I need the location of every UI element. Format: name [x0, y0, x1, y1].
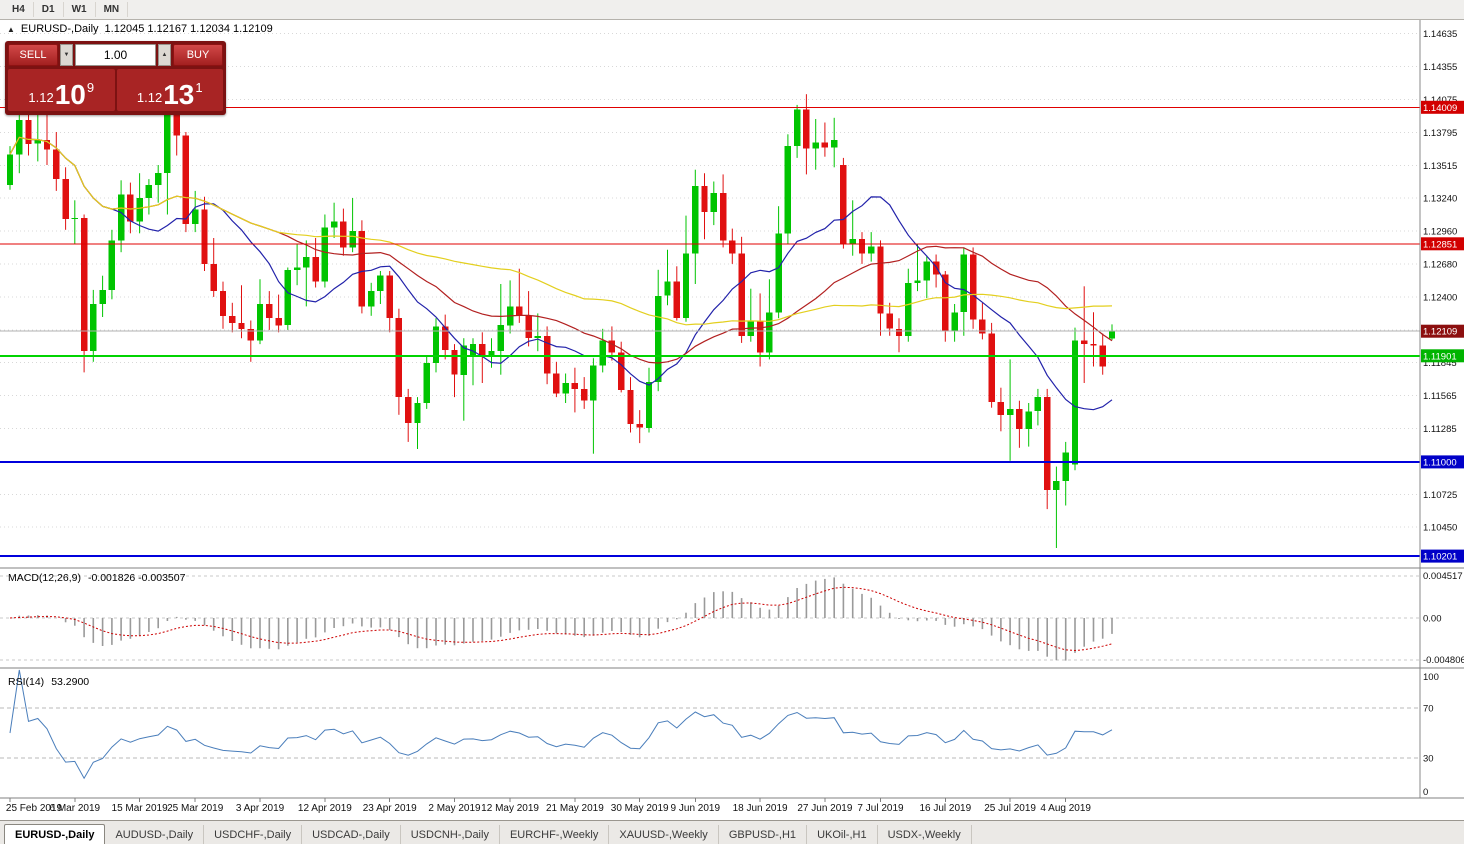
svg-text:1.14009: 1.14009	[1423, 103, 1457, 114]
buy-price-display[interactable]: 1.12 13 1	[116, 69, 223, 111]
svg-text:1.11901: 1.11901	[1423, 351, 1457, 362]
svg-text:1.12851: 1.12851	[1423, 239, 1457, 250]
svg-text:1.11285: 1.11285	[1423, 424, 1457, 435]
svg-text:1.14635: 1.14635	[1423, 29, 1457, 40]
chart-tab-usdx-weekly[interactable]: USDX-,Weekly	[878, 825, 972, 844]
svg-text:1.11000: 1.11000	[1423, 457, 1457, 468]
rsi-label: RSI(14) 53.2900	[8, 676, 89, 688]
svg-text:1.13515: 1.13515	[1423, 161, 1457, 172]
sell-price-display[interactable]: 1.12 10 9	[8, 69, 115, 111]
chart-ohlc-values: 1.12045 1.12167 1.12034 1.12109	[104, 23, 273, 35]
svg-text:4 Aug 2019: 4 Aug 2019	[1040, 803, 1091, 814]
svg-text:1.13795: 1.13795	[1423, 128, 1457, 139]
svg-text:3 Apr 2019: 3 Apr 2019	[236, 803, 285, 814]
svg-text:1.12400: 1.12400	[1423, 292, 1457, 303]
svg-text:1.10450: 1.10450	[1423, 522, 1457, 533]
svg-text:1.14075: 1.14075	[1423, 95, 1457, 106]
chart-tab-gbpusd-h1[interactable]: GBPUSD-,H1	[719, 825, 808, 844]
svg-text:1.14355: 1.14355	[1423, 62, 1457, 73]
svg-text:1.12960: 1.12960	[1423, 227, 1457, 238]
sell-price-big: 10	[54, 79, 86, 110]
chart-region: 1.14635 1.14355 1.14075 1.13795 1.13515 1.132…	[0, 20, 1464, 820]
sell-price-pip: 9	[86, 80, 95, 95]
svg-text:1.10201: 1.10201	[1423, 552, 1457, 563]
svg-text:70: 70	[1423, 703, 1434, 714]
chart-tab-usdcad-daily[interactable]: USDCAD-,Daily	[302, 825, 401, 844]
timeframe-h4-button[interactable]: H4	[4, 2, 34, 17]
svg-text:12 Apr 2019: 12 Apr 2019	[298, 803, 352, 814]
buy-price-big: 13	[163, 79, 195, 110]
svg-text:1.12109: 1.12109	[1423, 327, 1457, 338]
rsi-indicator-name: RSI(14)	[8, 676, 45, 688]
svg-text:15 Mar 2019: 15 Mar 2019	[112, 803, 169, 814]
svg-text:0.00: 0.00	[1423, 614, 1442, 625]
svg-text:21 May 2019: 21 May 2019	[546, 803, 604, 814]
chart-tab-ukoil-h1[interactable]: UKOil-,H1	[807, 825, 878, 844]
svg-text:7 Jul 2019: 7 Jul 2019	[857, 803, 904, 814]
sell-button[interactable]: SELL	[8, 44, 58, 66]
svg-text:2 May 2019: 2 May 2019	[428, 803, 481, 814]
macd-indicator-name: MACD(12,26,9)	[8, 572, 81, 584]
timeframe-d1-button[interactable]: D1	[34, 2, 64, 17]
sell-price-prefix: 1.12	[28, 90, 54, 105]
timeframe-toolbar: H4 D1 W1 MN	[0, 0, 1464, 20]
chart-tab-audusd-daily[interactable]: AUDUSD-,Daily	[105, 825, 205, 844]
svg-text:1.12680: 1.12680	[1423, 259, 1457, 270]
chart-tab-usdchf-daily[interactable]: USDCHF-,Daily	[204, 825, 303, 844]
chart-tab-usdcnh-daily[interactable]: USDCNH-,Daily	[401, 825, 500, 844]
svg-text:25 Mar 2019: 25 Mar 2019	[167, 803, 224, 814]
main-chart[interactable]: 1.14635 1.14355 1.14075 1.13795 1.13515 1.132…	[0, 20, 1464, 820]
svg-text:1.10725: 1.10725	[1423, 490, 1457, 501]
volume-increase-button[interactable]: ▲	[158, 44, 171, 66]
timeframe-mn-button[interactable]: MN	[96, 2, 129, 17]
svg-text:27 Jun 2019: 27 Jun 2019	[797, 803, 852, 814]
panel-collapse-icon[interactable]: ▲	[7, 24, 15, 34]
buy-button[interactable]: BUY	[173, 44, 223, 66]
svg-text:18 Jun 2019: 18 Jun 2019	[733, 803, 788, 814]
timeframe-w1-button[interactable]: W1	[64, 2, 96, 17]
svg-text:12 May 2019: 12 May 2019	[481, 803, 539, 814]
svg-text:6 Mar 2019: 6 Mar 2019	[50, 803, 101, 814]
svg-text:100: 100	[1423, 672, 1439, 683]
svg-text:-0.004806: -0.004806	[1423, 655, 1464, 666]
chart-tab-eurchf-weekly[interactable]: EURCHF-,Weekly	[500, 825, 610, 844]
svg-text:1.11565: 1.11565	[1423, 391, 1457, 402]
svg-text:25 Feb 2019: 25 Feb 2019	[6, 803, 63, 814]
svg-text:30: 30	[1423, 754, 1434, 765]
chart-tab-eurusd-daily[interactable]: EURUSD-,Daily	[4, 824, 106, 844]
svg-text:25 Jul 2019: 25 Jul 2019	[984, 803, 1036, 814]
svg-text:30 May 2019: 30 May 2019	[611, 803, 669, 814]
buy-price-prefix: 1.12	[136, 90, 163, 105]
svg-text:16 Jul 2019: 16 Jul 2019	[919, 803, 971, 814]
chart-tab-xauusd-weekly[interactable]: XAUUSD-,Weekly	[609, 825, 719, 844]
svg-text:0.004517: 0.004517	[1423, 571, 1463, 582]
chart-title: ▲ EURUSD-,Daily 1.12045 1.12167 1.12034 …	[7, 23, 273, 35]
chart-symbol-period: EURUSD-,Daily	[20, 23, 99, 35]
svg-text:23 Apr 2019: 23 Apr 2019	[363, 803, 417, 814]
volume-decrease-button[interactable]: ▼	[60, 44, 73, 66]
buy-price-pip: 1	[195, 80, 203, 95]
svg-text:9 Jun 2019: 9 Jun 2019	[671, 803, 721, 814]
chart-tabs-bar: EURUSD-,Daily AUDUSD-,Daily USDCHF-,Daily U…	[0, 820, 1464, 844]
macd-label: MACD(12,26,9) -0.001826 -0.003507	[8, 572, 185, 584]
svg-text:1.13240: 1.13240	[1423, 194, 1457, 205]
volume-input[interactable]	[75, 44, 156, 66]
svg-text:0: 0	[1423, 787, 1428, 798]
macd-indicator-values: -0.001826 -0.003507	[87, 572, 186, 584]
rsi-indicator-value: 53.2900	[51, 676, 90, 688]
svg-text:1.11845: 1.11845	[1423, 358, 1457, 369]
